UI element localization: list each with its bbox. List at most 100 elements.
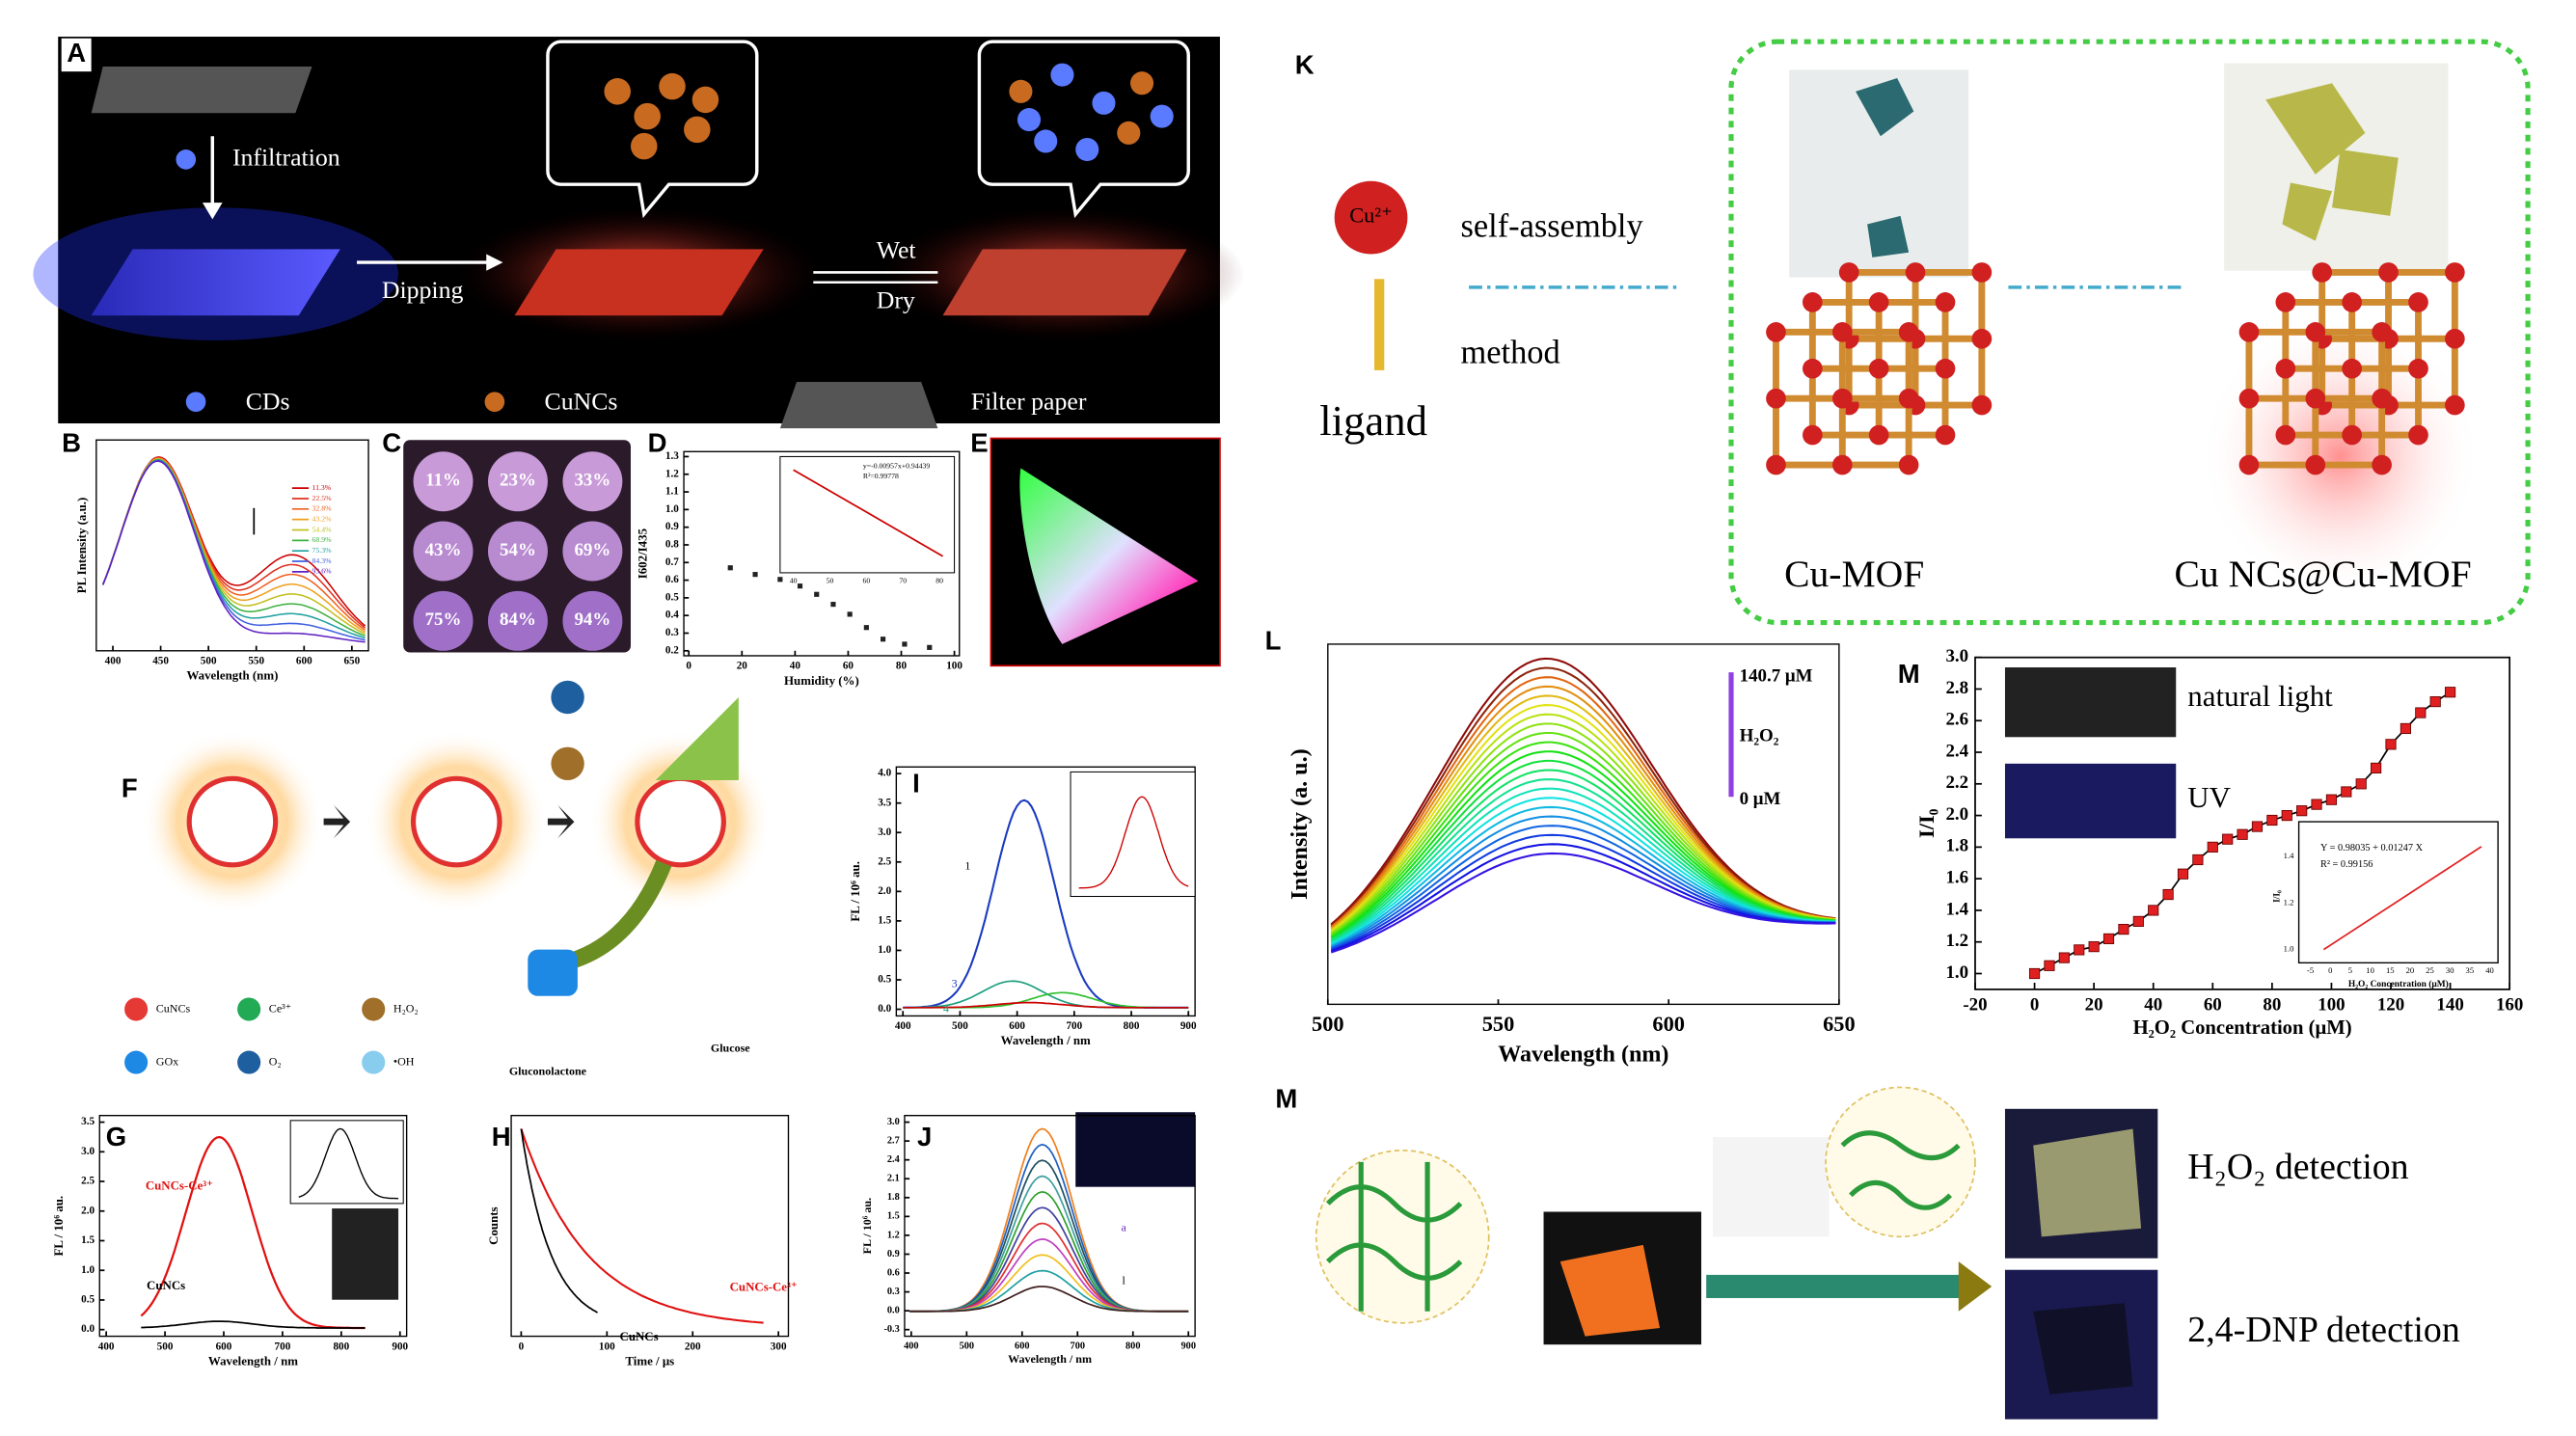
marker [752,572,758,578]
curve [1330,825,1836,950]
y-tick-label: 1.4 [1945,899,1968,919]
panel-label: L [1265,625,1282,655]
inset-x-tick: 35 [2466,965,2475,975]
curve [1330,750,1836,939]
x-tick-label: 700 [1066,1020,1082,1032]
fit-line [793,469,943,557]
x-tick-label: 0 [519,1341,525,1352]
y-tick-label: 0.5 [81,1294,95,1306]
legend-icon [237,1050,261,1074]
x-tick-label: 20 [2085,994,2103,1015]
magnifier [1825,1086,1976,1238]
curve [1330,759,1836,940]
cie-diagram [1019,468,1199,644]
curve [141,1320,366,1329]
panel-label: M [1275,1083,1297,1113]
mof-node [1766,454,1786,475]
y-tick-label: 2.7 [887,1135,900,1146]
magnifier [1315,1149,1490,1324]
y-tick-label: 1.1 [665,486,679,498]
y-tick-label: 1.3 [665,450,679,462]
structure-label: Cu NCs@Cu-MOF [2175,553,2472,595]
x-tick-label: 120 [2377,994,2404,1015]
curve [1330,843,1836,953]
point [2222,833,2234,845]
inset-x-tick: 70 [899,576,907,584]
mof-node [1831,388,1853,409]
well [413,451,474,512]
curve [1330,741,1836,937]
x-tick-label: 80 [896,661,908,672]
panel-label: I [912,768,920,798]
x-tick-label: 100 [2318,994,2345,1015]
label: Infiltration [232,143,340,171]
mof-node [1898,454,1919,475]
cunc-icon [634,102,661,130]
mof-node [2305,322,2326,342]
x-axis-label: H₂O₂ Concentration (μM) [2133,1017,2352,1039]
y-axis-label: FL / 10⁶ au. [849,861,862,922]
panel-label: C [382,428,401,458]
mof-node [1935,358,1956,379]
x-tick-label: 500 [1312,1012,1344,1036]
mof-node [2408,424,2428,446]
cd-icon [1034,129,1058,153]
mof-node [1803,292,1823,312]
x-axis-label: Wavelength (nm) [186,669,278,683]
y-tick-label: 0.3 [665,627,679,638]
point [2192,853,2204,866]
mof-node [1898,388,1919,409]
legend-label: 32.8% [312,504,333,513]
mof-node [2312,262,2333,283]
x-tick-label: 400 [904,1341,918,1351]
arrow [202,203,223,220]
y-tick-label: 1.5 [887,1211,900,1222]
mof-node [2378,262,2399,283]
y-tick-label: 2.0 [81,1205,95,1216]
ion-label: Cu²⁺ [1349,203,1393,228]
x-tick-label: 600 [296,656,312,667]
x-tick-label: 60 [843,661,854,672]
curve [1330,722,1836,935]
x-tick-label: 300 [771,1341,787,1352]
mof-node [2275,424,2296,446]
y-axis-label: Intensity (a. u.) [1288,748,1313,900]
x-tick-label: 400 [98,1341,115,1352]
bulb [410,775,502,868]
point [2058,952,2070,963]
curve [1330,769,1836,942]
point [2311,799,2322,810]
label: Filter paper [971,387,1087,415]
y-axis-label: PL Intensity (a.u.) [75,498,89,594]
cd-icon [1017,108,1042,132]
mof-node [1766,322,1786,342]
x-tick-label: 700 [1071,1341,1085,1351]
arrow [1706,1274,1964,1298]
x-axis-label: Wavelength / nm [208,1354,298,1368]
y-tick-label: 0.0 [887,1306,900,1316]
panel-label: G [106,1122,126,1152]
photo [1713,1137,1830,1237]
point [2118,924,2129,935]
x-tick-label: 500 [960,1341,974,1351]
y-tick-label: 0.6 [887,1267,900,1278]
x-tick-label: 700 [275,1341,291,1352]
point [2044,960,2055,971]
marker [830,602,836,608]
legend-label: 43.2% [312,514,333,523]
panel-label: M [1898,659,1920,689]
legend-label: O₂ [269,1054,282,1068]
mof-node [1868,292,1889,312]
y-tick-label: 2.0 [878,885,891,897]
x-tick-label: 550 [1482,1012,1515,1036]
curve-label: 3 [952,976,958,989]
plot-frame [98,1114,408,1338]
y-tick-label: 0.0 [878,1003,891,1015]
well [562,590,623,651]
curve-label: 1 [964,858,970,872]
x-axis-label: Wavelength / nm [1008,1352,1092,1366]
mof-node [1971,394,1993,416]
film [2033,1128,2142,1237]
y-tick-label: 0.3 [887,1287,900,1297]
